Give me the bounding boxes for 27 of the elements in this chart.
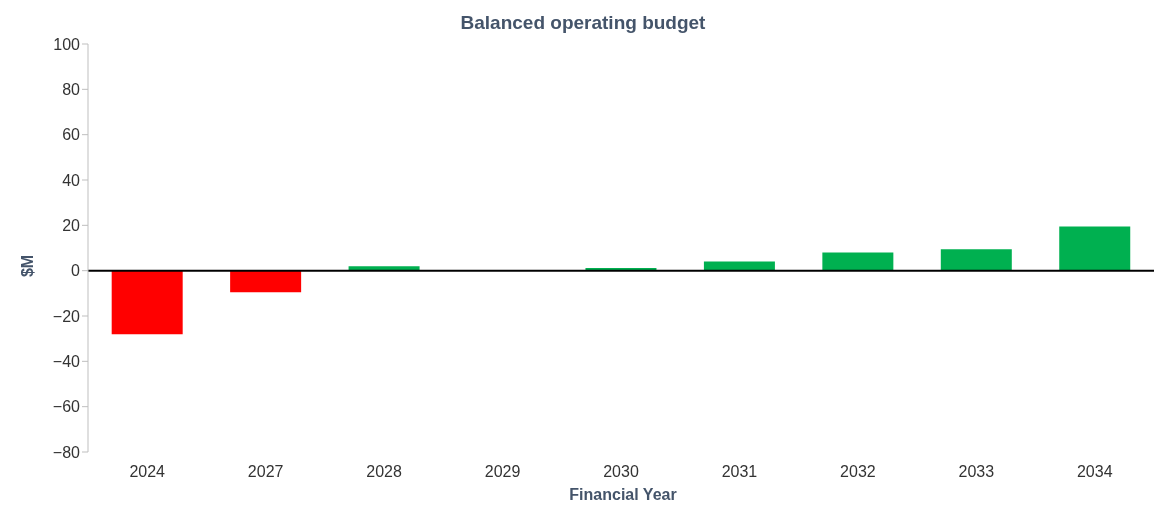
bar [230, 270, 302, 293]
chart-title: Balanced operating budget [459, 12, 707, 34]
x-tick-label: 2029 [484, 463, 521, 481]
bar [822, 252, 894, 271]
y-tick-label: 20 [62, 217, 81, 235]
x-tick-label: 2030 [603, 463, 639, 481]
x-tick-label: 2028 [366, 463, 403, 481]
bar [1059, 226, 1131, 271]
bar [111, 270, 183, 335]
x-tick-label: 2024 [129, 463, 166, 481]
y-tick-label: −40 [52, 353, 81, 371]
y-tick-label: 80 [62, 81, 81, 99]
x-tick-label: 2027 [247, 463, 284, 481]
y-tick-label: 40 [62, 171, 81, 189]
y-tick-label: 0 [71, 262, 81, 280]
x-tick-label: 2033 [958, 463, 995, 481]
y-tick-label: −20 [52, 307, 81, 325]
x-tick-label: 2031 [721, 463, 758, 481]
x-axis-title: Financial Year [568, 486, 678, 504]
y-tick-label: 100 [53, 35, 81, 53]
x-tick-label: 2034 [1076, 463, 1113, 481]
y-tick-label: 60 [62, 126, 81, 144]
y-tick-label: −80 [52, 443, 81, 461]
bar [940, 249, 1012, 271]
y-axis-title: $M [19, 254, 37, 278]
x-tick-label: 2032 [840, 463, 876, 481]
y-tick-label: −60 [52, 398, 81, 416]
